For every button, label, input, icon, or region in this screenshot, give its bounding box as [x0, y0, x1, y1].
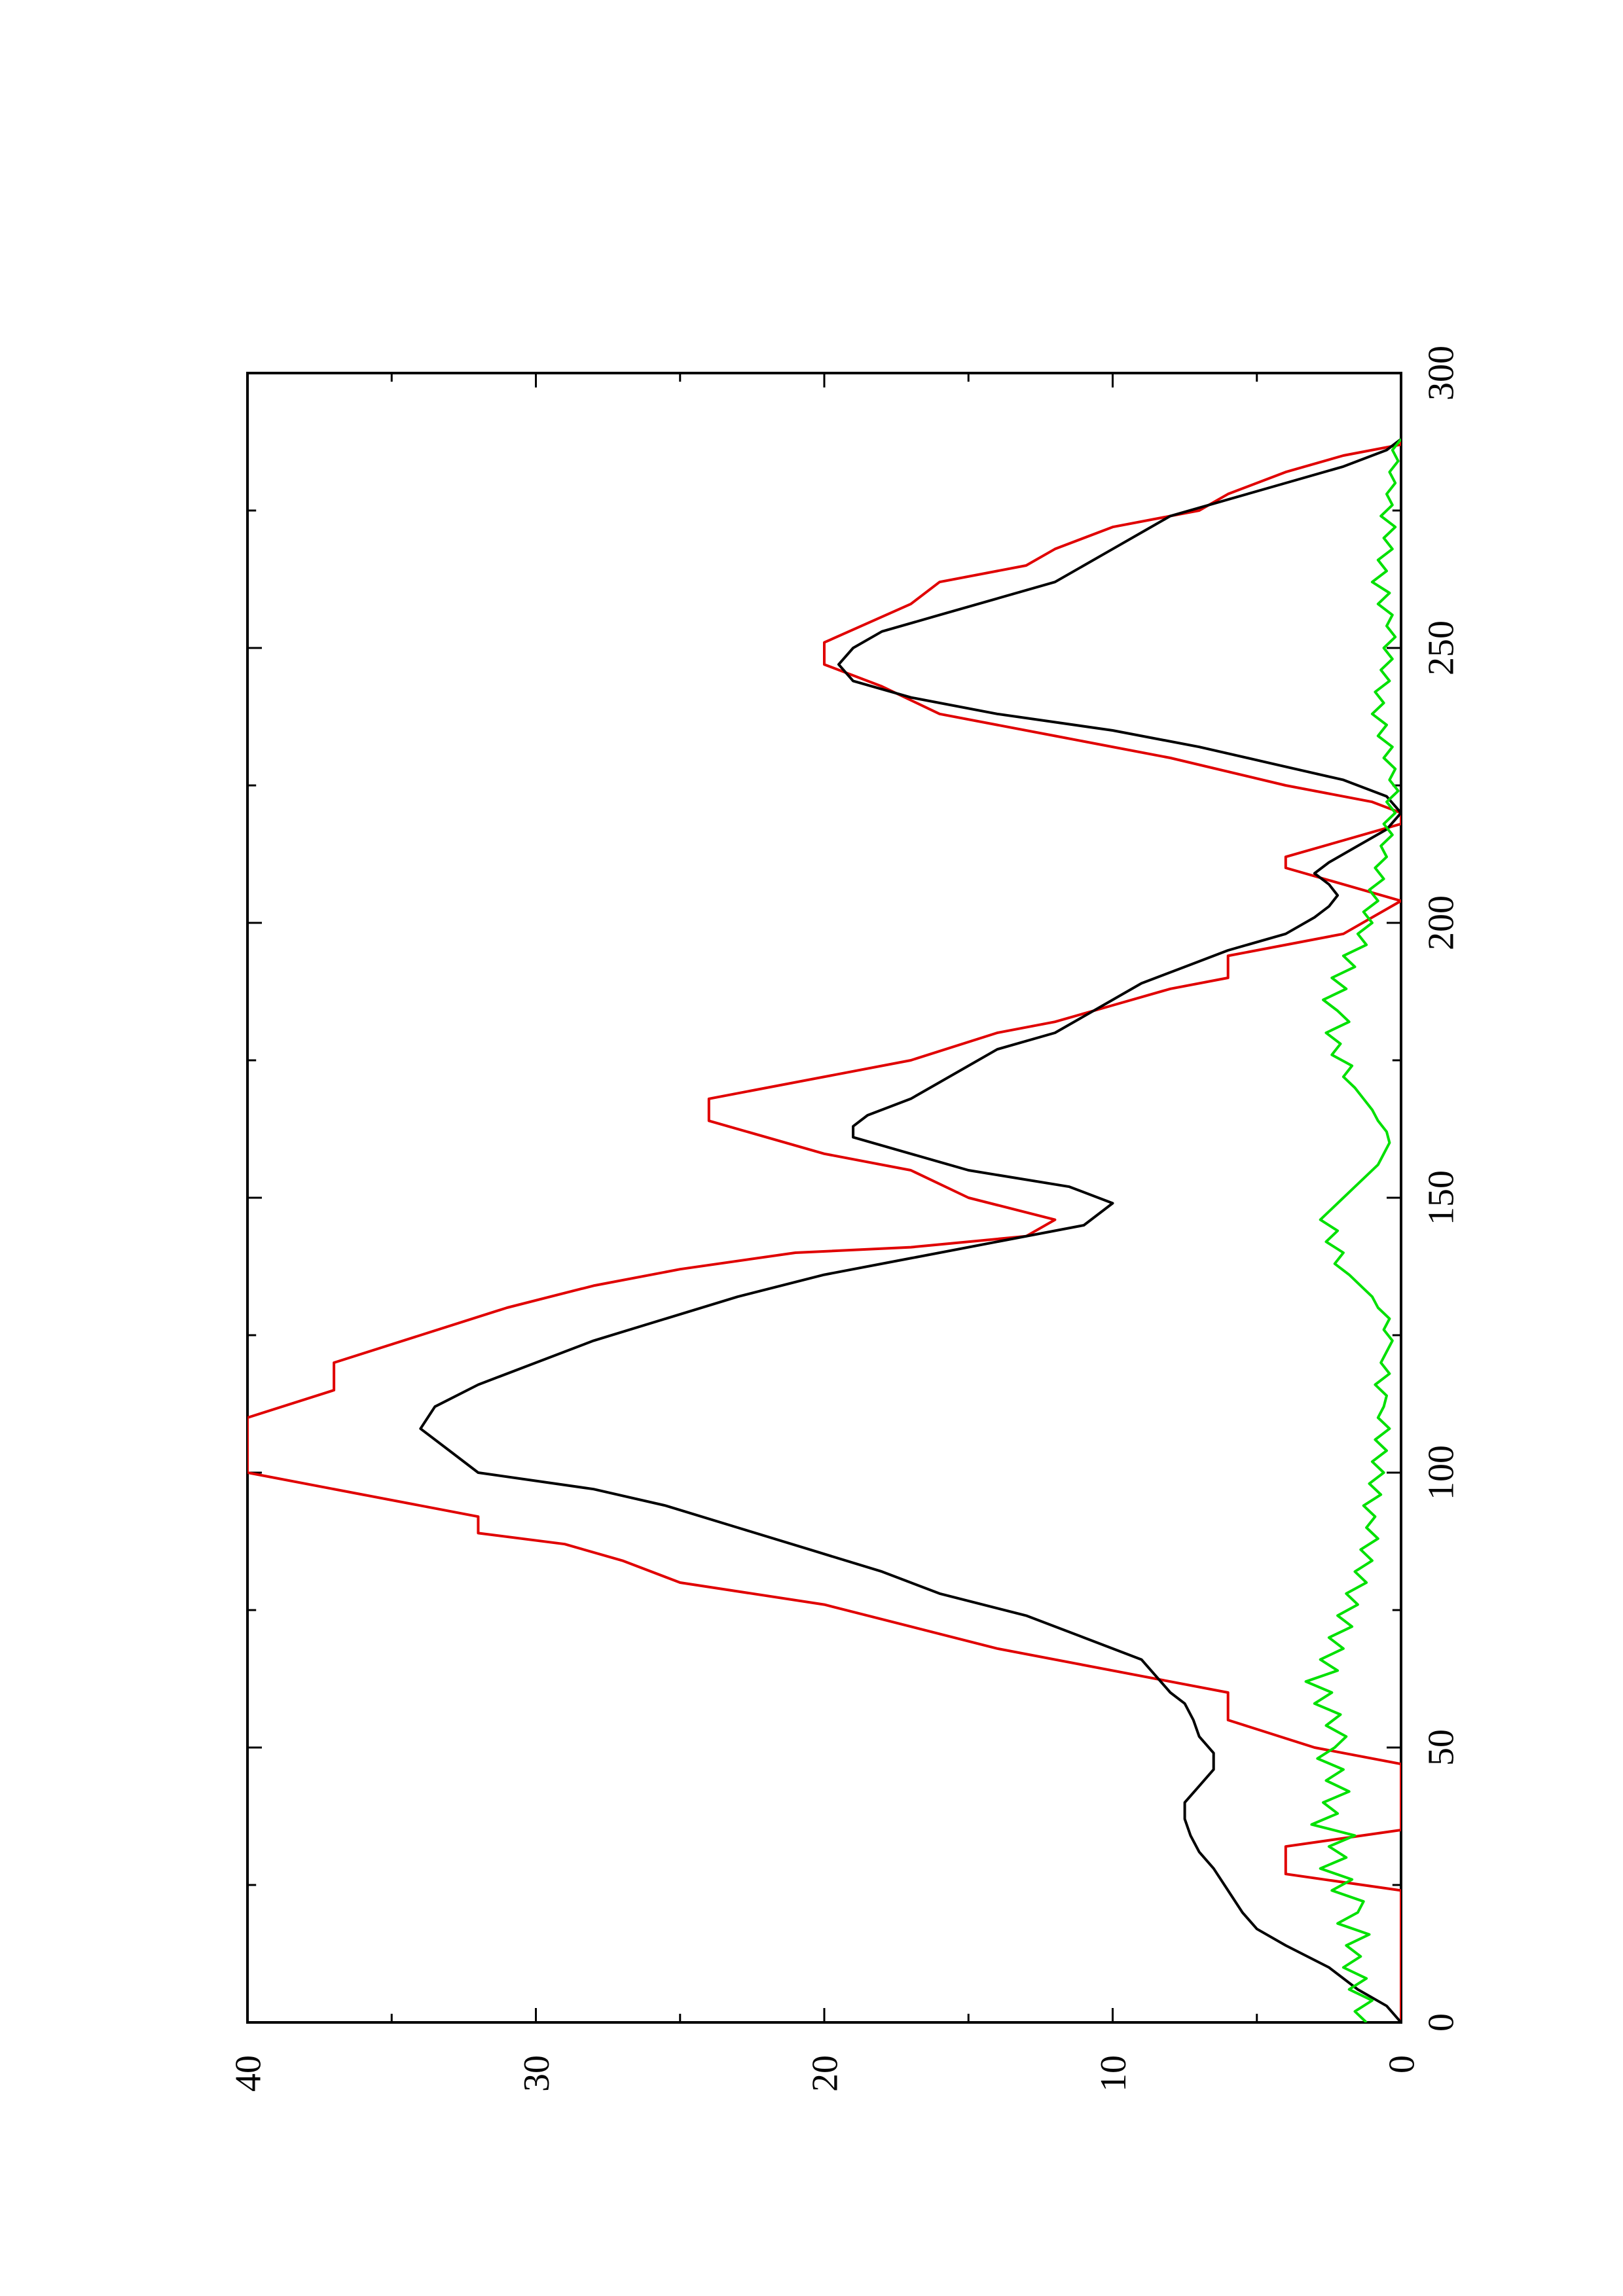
x-tick-label: 0 [1421, 2013, 1462, 2032]
ticks [246, 372, 1402, 2024]
x-tick-label: 150 [1421, 1170, 1462, 1225]
y-tick-label: 30 [517, 2055, 557, 2092]
series-line-1 [247, 373, 1401, 2022]
y-tick-label: 0 [1382, 2055, 1423, 2073]
series-line-3 [1304, 438, 1401, 2022]
x-tick-label: 50 [1421, 1729, 1462, 1766]
tick-labels: 0 50 100 150 200 250 300 0 10 20 30 40 [228, 346, 1462, 2092]
x-tick-label: 250 [1421, 620, 1462, 675]
series-line-2 [419, 373, 1401, 2022]
series-layer [247, 373, 1401, 2022]
y-tick-label: 10 [1093, 2055, 1134, 2092]
x-tick-label: 100 [1421, 1445, 1462, 1500]
y-tick-label: 40 [228, 2055, 269, 2092]
x-tick-label: 300 [1421, 346, 1462, 401]
y-tick-label: 20 [805, 2055, 846, 2092]
x-tick-label: 200 [1421, 895, 1462, 950]
